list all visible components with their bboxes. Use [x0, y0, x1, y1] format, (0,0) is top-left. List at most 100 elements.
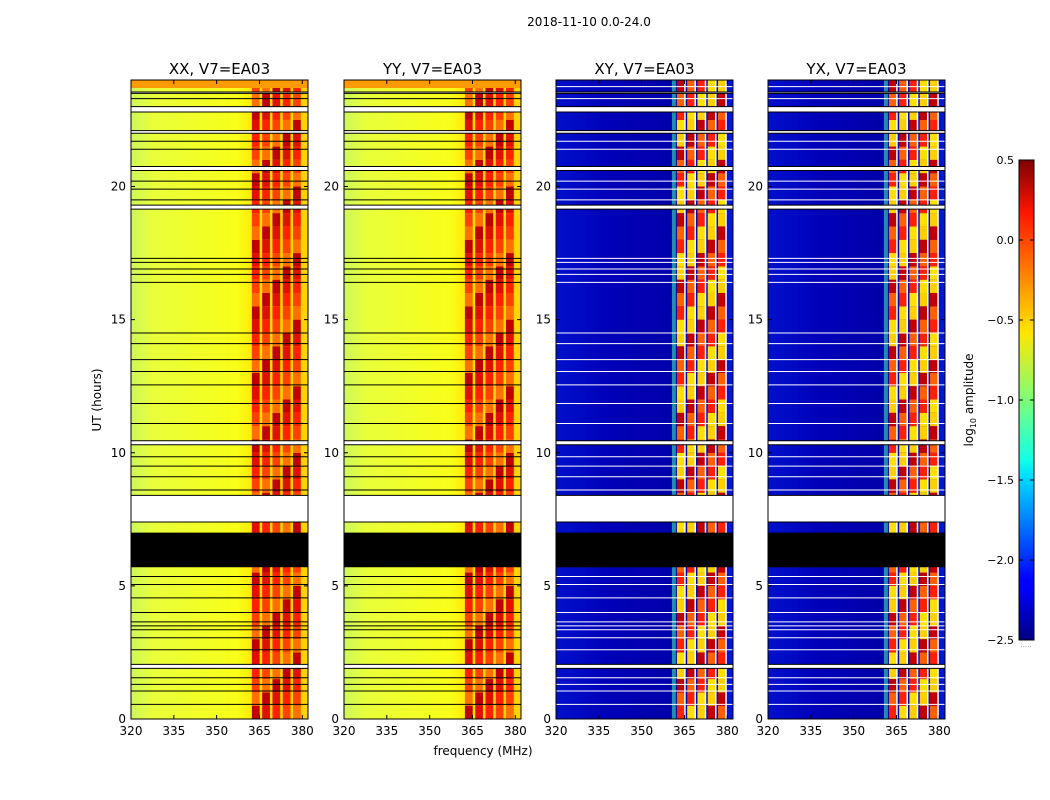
- band-cell: [919, 386, 928, 400]
- data-gap: [131, 91, 308, 94]
- band-cell: [687, 213, 695, 227]
- band-cell: [718, 426, 726, 440]
- data-gap: [344, 91, 521, 94]
- panel-title: XY, V7=EA03: [594, 60, 694, 78]
- band-cell: [475, 665, 483, 680]
- band-cell: [464, 705, 473, 719]
- band-cell: [282, 625, 291, 640]
- band-cell: [495, 439, 504, 453]
- band-cell: [919, 439, 928, 453]
- band-cell: [899, 106, 907, 120]
- band-cell: [676, 412, 685, 427]
- band-cell: [485, 226, 494, 240]
- band-cell: [687, 519, 695, 533]
- band-cell: [697, 253, 706, 267]
- band-cell: [707, 479, 716, 493]
- band-cell: [707, 146, 716, 160]
- band-cell: [293, 253, 301, 267]
- band-cell: [909, 173, 918, 187]
- top-strip: [131, 80, 308, 88]
- band-cell: [282, 466, 291, 480]
- band-cell: [485, 359, 494, 373]
- band-cell: [919, 479, 928, 493]
- band-cell: [485, 665, 494, 680]
- band-cell: [464, 253, 473, 267]
- band-cell: [282, 479, 291, 493]
- band-cell: [899, 306, 907, 320]
- band-cell: [464, 279, 473, 293]
- colorbar-tick-label: −1.0: [987, 394, 1014, 407]
- band-cell: [707, 692, 716, 706]
- band-cell: [919, 319, 928, 333]
- band-cell: [272, 226, 281, 240]
- band-cell: [282, 106, 291, 120]
- band-cell: [676, 106, 685, 120]
- band-cell: [464, 119, 473, 134]
- band-cell: [272, 213, 281, 227]
- band-cell: [495, 226, 504, 240]
- band-cell: [495, 253, 504, 267]
- band-cell: [687, 106, 695, 120]
- band-cell: [697, 226, 706, 240]
- flagged-block: [768, 532, 945, 568]
- band-cell: [676, 665, 685, 680]
- band-cell: [899, 119, 907, 134]
- band-cell: [919, 213, 928, 227]
- band-cell: [272, 585, 281, 600]
- band-cell: [899, 386, 907, 400]
- band-cell: [718, 692, 726, 706]
- y-tick-label: 15: [111, 313, 126, 327]
- band-cell: [282, 679, 291, 693]
- band-cell: [687, 599, 695, 613]
- band-cell: [293, 106, 301, 120]
- band-cell: [293, 679, 301, 693]
- band-cell: [919, 585, 928, 600]
- band-cell: [718, 359, 726, 373]
- y-axis-label: UT (hours): [90, 368, 104, 431]
- band-separator: [725, 80, 727, 719]
- band-cell: [262, 372, 270, 387]
- data-gap: [344, 106, 521, 112]
- band-cell: [272, 346, 281, 360]
- band-cell: [485, 319, 494, 333]
- band-cell: [251, 412, 260, 427]
- x-tick-label: 380: [504, 724, 527, 738]
- band-cell: [899, 319, 907, 333]
- x-tick-label: 380: [928, 724, 951, 738]
- band-cell: [506, 439, 514, 453]
- band-cell: [676, 213, 685, 227]
- band-cell: [475, 426, 483, 440]
- band-cell: [475, 346, 483, 360]
- band-cell: [909, 359, 918, 373]
- band-cell: [707, 639, 716, 653]
- band-cell: [485, 426, 494, 440]
- band-cell: [707, 372, 716, 387]
- band-cell: [909, 652, 918, 666]
- heatmap-background: [131, 80, 308, 719]
- band-cell: [282, 266, 291, 280]
- band-cell: [506, 665, 514, 680]
- band-cell: [293, 173, 301, 187]
- band-cell: [909, 279, 918, 293]
- band-cell: [495, 293, 504, 307]
- band-cell: [718, 399, 726, 413]
- band-cell: [272, 279, 281, 293]
- band-cell: [262, 146, 270, 160]
- band-cell: [697, 239, 706, 254]
- band-cell: [930, 612, 938, 626]
- band-cell: [676, 439, 685, 453]
- band-cell: [506, 639, 514, 653]
- band-cell: [262, 399, 270, 413]
- band-cell: [718, 625, 726, 640]
- y-tick-label: 5: [118, 579, 126, 593]
- band-cell: [718, 372, 726, 387]
- band-separator: [715, 80, 717, 719]
- band-cell: [272, 133, 281, 147]
- band-cell: [485, 519, 494, 533]
- x-tick-label: 380: [291, 724, 314, 738]
- band-cell: [282, 332, 291, 347]
- y-tick-label: 20: [111, 180, 126, 194]
- band-cell: [707, 599, 716, 613]
- band-cell: [697, 466, 706, 480]
- band-cell: [262, 332, 270, 347]
